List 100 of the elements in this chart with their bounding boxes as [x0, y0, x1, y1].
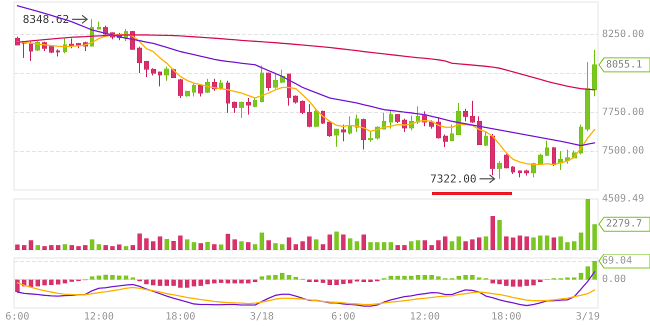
x-tick-label: 18:00 [491, 312, 522, 322]
candlestick [253, 98, 257, 108]
bar [15, 280, 20, 292]
candlestick [97, 21, 101, 30]
line-series [16, 282, 596, 306]
bar [266, 275, 271, 280]
bar [300, 241, 305, 250]
bar [150, 241, 156, 250]
candlestick [144, 60, 149, 78]
candlestick [273, 73, 278, 90]
bar [218, 244, 224, 250]
bar [266, 240, 271, 250]
bar [205, 280, 210, 284]
bar [110, 275, 115, 280]
candlestick [226, 80, 230, 114]
x-tick-label: 18:00 [165, 312, 196, 322]
bar [314, 280, 318, 282]
bar [49, 280, 54, 286]
candlestick [246, 98, 251, 116]
bar [341, 280, 346, 284]
bar [429, 275, 434, 280]
bar [184, 280, 190, 288]
bar [226, 280, 230, 284]
bar [531, 237, 536, 250]
candlestick [239, 100, 244, 118]
bar [273, 275, 278, 280]
bar [395, 276, 400, 280]
candlestick [368, 130, 373, 142]
bar [260, 276, 264, 280]
candlestick [164, 66, 169, 82]
bar [286, 275, 292, 280]
bar [538, 280, 543, 282]
annotation: 7322.00 [430, 172, 477, 186]
bar [76, 246, 81, 250]
bar [232, 280, 237, 284]
bar [144, 238, 149, 250]
candlestick [266, 72, 271, 92]
bar [130, 245, 136, 250]
bar [307, 236, 312, 250]
bar [28, 240, 34, 250]
y-tick-label: 0.00 [602, 274, 626, 286]
bar [294, 276, 298, 280]
line-series [16, 34, 596, 166]
bar [212, 280, 217, 284]
bar [144, 280, 149, 284]
candlestick [334, 128, 339, 148]
bar [117, 244, 122, 250]
bar [252, 244, 258, 250]
bar [205, 242, 210, 250]
bar [436, 240, 441, 250]
bar [246, 280, 251, 284]
bar [490, 280, 495, 284]
bar [456, 276, 462, 280]
bar [402, 276, 407, 280]
candlestick [293, 94, 298, 104]
bar [280, 244, 284, 250]
candlestick [429, 120, 434, 130]
candlestick [185, 90, 190, 98]
bar [544, 236, 550, 250]
bar [436, 276, 441, 280]
bar [422, 240, 428, 250]
bar [164, 280, 170, 286]
bar [22, 245, 26, 250]
candlestick [232, 100, 237, 114]
bar [218, 280, 224, 283]
bar [117, 276, 122, 280]
bar [456, 236, 462, 250]
bar [260, 232, 264, 250]
bar [171, 280, 176, 286]
bar [307, 280, 312, 282]
bar [572, 241, 576, 250]
bar [103, 274, 108, 280]
bar [476, 277, 482, 280]
bar [232, 239, 237, 250]
bar [361, 234, 366, 250]
bar [15, 244, 20, 250]
y-tick-label: 4509.49 [602, 194, 644, 204]
candlestick [545, 140, 549, 157]
candlestick [463, 108, 468, 122]
bar [280, 272, 284, 280]
x-tick-label: 12:00 [410, 312, 440, 322]
candlestick [307, 104, 312, 128]
text: 8055.1 [606, 59, 642, 70]
bar [552, 237, 556, 250]
bar [518, 280, 522, 287]
bar [354, 241, 360, 250]
bar [334, 280, 339, 286]
candlestick [56, 48, 60, 58]
candlestick [314, 109, 319, 128]
bar [103, 245, 108, 250]
bar [198, 280, 203, 286]
bar [558, 236, 563, 250]
bar [510, 237, 516, 250]
bar [320, 280, 326, 283]
bar [294, 244, 298, 250]
y-tick-label: 69.04 [602, 255, 632, 266]
bar [368, 280, 373, 282]
bar [62, 244, 68, 250]
bar [409, 241, 414, 250]
candlestick [504, 153, 509, 169]
